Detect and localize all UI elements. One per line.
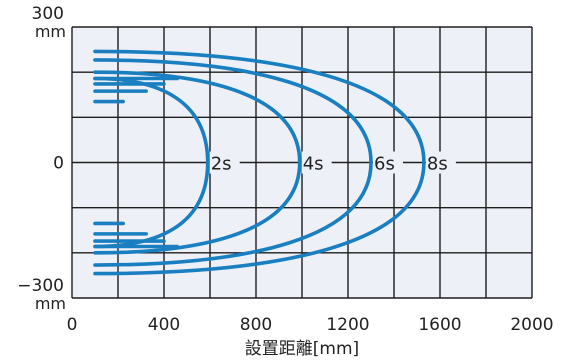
curve-label-2s: 2s	[211, 154, 232, 175]
curve-label-bg	[209, 151, 240, 174]
curve-label-bg	[373, 151, 403, 174]
curve-label-4s: 4s	[303, 154, 324, 175]
curve-label-8s: 8s	[427, 154, 448, 175]
curve-labels: 2s 4s 6s 8s	[209, 151, 456, 175]
curve-8s	[93, 49, 426, 276]
y-tick-unit: mm	[35, 22, 66, 41]
x-tick-label: 1200	[326, 315, 369, 335]
y-tick-label: −300	[17, 276, 64, 296]
y-tick-label: 300	[32, 4, 64, 24]
x-tick-labels: 0 400 800 1200 1600 2000	[67, 315, 554, 335]
curve-label-6s: 6s	[374, 154, 395, 175]
x-axis-label: 設置距離[mm]	[245, 339, 359, 359]
x-tick-label: 800	[240, 315, 272, 335]
curve-label-bg	[425, 151, 456, 174]
curve-4s	[93, 70, 302, 255]
x-tick-label: 1600	[418, 315, 461, 335]
curves	[93, 49, 426, 276]
curve-label-bg	[301, 151, 332, 174]
x-tick-label: 0	[67, 315, 78, 335]
y-tick-unit: mm	[35, 294, 66, 313]
x-tick-label: 2000	[510, 315, 553, 335]
y-tick-label: 0	[53, 154, 64, 174]
curve-6s	[93, 58, 373, 267]
x-tick-label: 400	[148, 315, 180, 335]
